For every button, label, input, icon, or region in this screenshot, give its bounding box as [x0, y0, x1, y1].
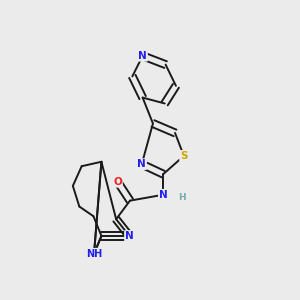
Text: N: N: [159, 190, 168, 200]
Text: N: N: [125, 231, 134, 241]
Text: S: S: [180, 151, 188, 161]
Text: NH: NH: [86, 249, 102, 259]
Text: N: N: [138, 51, 147, 61]
Text: O: O: [113, 177, 122, 187]
Text: H: H: [178, 193, 185, 202]
Text: N: N: [137, 159, 146, 169]
